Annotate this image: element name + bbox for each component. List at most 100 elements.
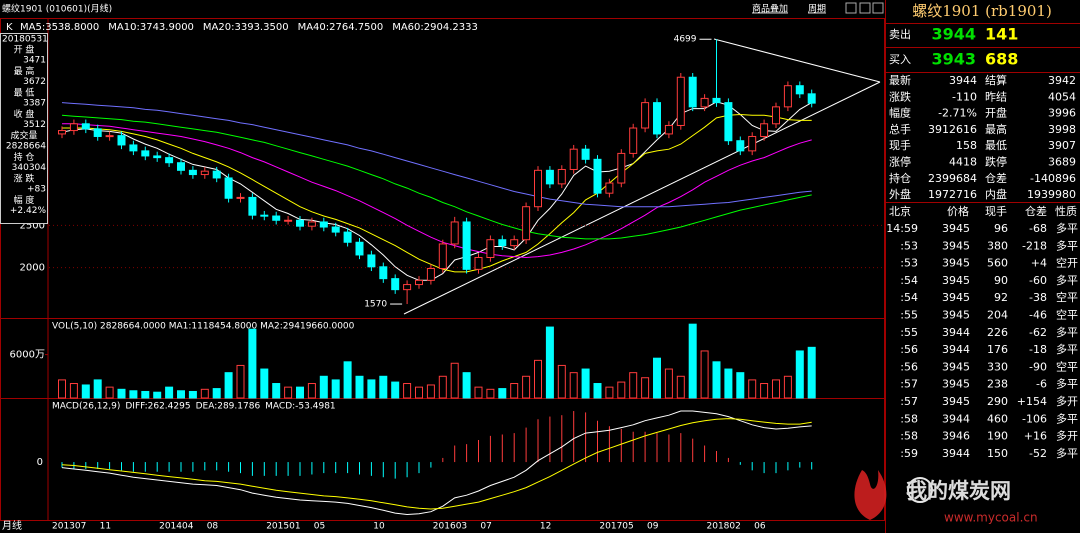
icon-button[interactable] xyxy=(872,2,884,14)
quote-label: 开盘 xyxy=(985,106,1007,120)
quote-label: 结算 xyxy=(985,73,1007,87)
button[interactable]: 周期 xyxy=(808,4,826,15)
quote-label: 持仓 xyxy=(889,171,911,185)
candle-body xyxy=(343,231,352,243)
bid-label: 买入 xyxy=(889,53,911,66)
trade-cell: 多平 xyxy=(1056,446,1078,460)
candle-body xyxy=(224,177,233,199)
volume-bar xyxy=(105,386,114,399)
trade-cell: 空开 xyxy=(1056,256,1078,270)
volume-bar xyxy=(760,383,769,399)
icon-button[interactable] xyxy=(845,2,857,14)
trade-cell: 460 xyxy=(987,412,1008,425)
icon-button[interactable] xyxy=(859,2,871,14)
quote-label: 涨停 xyxy=(889,155,911,169)
trade-cell: 多开 xyxy=(1056,429,1078,443)
quote-value: -140896 xyxy=(1030,172,1076,185)
trade-cell: :56 xyxy=(900,343,918,356)
x-tick-label: 09 xyxy=(647,522,659,532)
volume-bar xyxy=(296,386,304,399)
watermark-name: 我的煤炭网 xyxy=(906,479,1011,503)
volume-bar xyxy=(617,381,626,399)
quote-value: 4418 xyxy=(949,156,977,169)
trade-cell: -106 xyxy=(1022,412,1047,425)
volume-bar xyxy=(522,375,531,399)
x-tick-label: 201501 xyxy=(266,522,300,532)
volume-bar xyxy=(748,379,757,399)
candle-body xyxy=(522,206,531,241)
candle-body xyxy=(69,123,78,132)
trade-cell: 3944 xyxy=(942,326,970,339)
legend-entry: MA10:3743.9000 xyxy=(108,22,194,33)
volume-bar xyxy=(557,364,566,399)
quote-label: 昨结 xyxy=(985,90,1007,103)
candle-body xyxy=(783,85,792,108)
volume-bar xyxy=(415,386,423,399)
x-tick-label: 201603 xyxy=(433,522,467,532)
volume-bar xyxy=(498,388,507,399)
bid-size: 688 xyxy=(985,50,1018,69)
legend-entry: MA5:3538.8000 xyxy=(20,22,99,33)
info-label: 最 高 xyxy=(14,65,35,77)
trade-cell: 204 xyxy=(987,309,1008,322)
panel-title: VOL(5,10) 2828664.0000 MA1:1118454.8000 … xyxy=(52,322,355,332)
trade-header: 性质 xyxy=(1055,204,1077,218)
quote-value: 2399684 xyxy=(928,172,977,185)
candle-body xyxy=(260,214,269,217)
volume-bar xyxy=(355,375,364,399)
trade-cell: :57 xyxy=(900,395,918,408)
volume-bar xyxy=(93,379,102,399)
volume-bar xyxy=(664,368,673,399)
trade-cell: 3945 xyxy=(942,222,970,235)
trendline xyxy=(713,38,881,83)
candle-body xyxy=(153,155,162,159)
x-tick-label: 201307 xyxy=(52,522,86,532)
trade-cell: 3945 xyxy=(942,239,970,252)
quote-label: 内盘 xyxy=(985,187,1007,201)
trade-cell: :53 xyxy=(900,257,918,270)
trade-cell: 190 xyxy=(987,430,1008,443)
quote-label: 最高 xyxy=(985,122,1007,136)
candle-body xyxy=(748,135,757,152)
candle-body xyxy=(367,254,376,268)
quote-label: 外盘 xyxy=(889,187,911,201)
button[interactable]: 商品叠加 xyxy=(752,3,788,15)
trade-cell: :55 xyxy=(900,326,918,339)
y-tick-label: 2500 xyxy=(20,220,45,231)
quote-label: 最新 xyxy=(889,73,911,87)
candle-body xyxy=(212,170,221,179)
ask-price: 3944 xyxy=(931,25,976,44)
volume-bar xyxy=(319,375,328,399)
x-tick-label: 201404 xyxy=(159,522,194,532)
trade-cell: 3945 xyxy=(942,257,970,270)
trade-cell: 3944 xyxy=(942,412,970,425)
candle-body xyxy=(319,221,328,228)
volume-bar xyxy=(545,326,554,399)
trade-cell: 3945 xyxy=(942,395,970,408)
candle-body xyxy=(284,219,293,222)
info-value: 2828664 xyxy=(6,142,46,152)
ma-line xyxy=(61,114,812,240)
trade-cell: :56 xyxy=(900,360,918,373)
candle-body xyxy=(105,135,114,138)
volume-bar xyxy=(510,383,519,399)
candle-body xyxy=(641,102,650,129)
info-value: 340304 xyxy=(12,163,47,173)
volume-bar xyxy=(117,388,126,399)
trade-cell: 290 xyxy=(987,395,1008,408)
volume-bar xyxy=(129,390,138,399)
annotation: 4699 xyxy=(674,35,697,45)
watermark-logo xyxy=(907,477,933,503)
legend-entry: MA20:3393.3500 xyxy=(203,22,289,33)
trade-cell: :58 xyxy=(900,430,918,443)
quote-value: 3912616 xyxy=(928,123,977,136)
candle-body xyxy=(296,219,304,227)
ask-size: 141 xyxy=(985,25,1018,44)
volume-bar xyxy=(367,379,376,399)
trade-cell: 空平 xyxy=(1056,290,1078,304)
trade-cell: 96 xyxy=(994,222,1008,235)
quote-value: -110 xyxy=(952,90,977,103)
trade-cell: +4 xyxy=(1031,257,1047,270)
